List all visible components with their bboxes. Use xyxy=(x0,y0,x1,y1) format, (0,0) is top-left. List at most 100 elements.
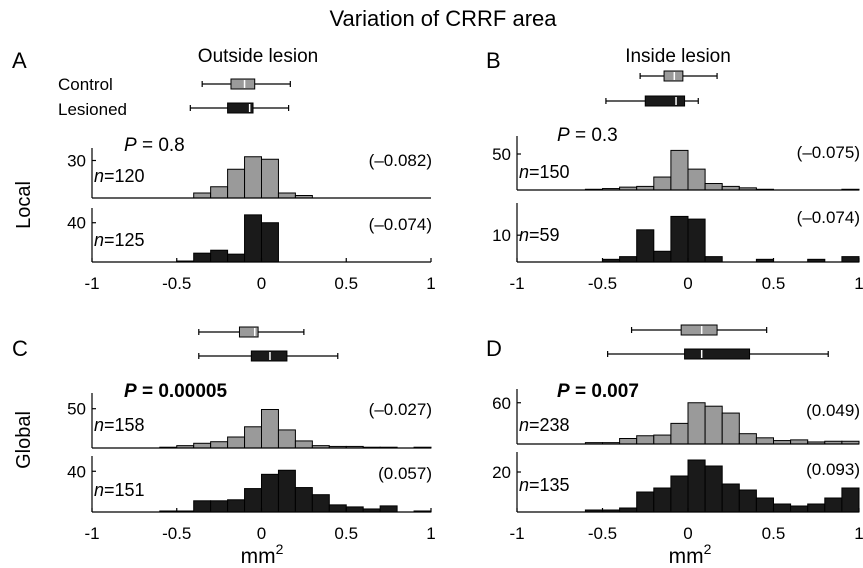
x-tick-label: 0.5 xyxy=(334,524,358,543)
histogram-bar xyxy=(227,168,246,199)
panel-title: Inside lesion xyxy=(625,46,731,67)
boxplot-box xyxy=(238,326,259,338)
x-tick-label: 1 xyxy=(854,274,863,293)
histogram-bar xyxy=(687,459,706,513)
histogram-bar xyxy=(687,168,706,191)
x-tick-label: 0 xyxy=(683,274,692,293)
histogram-bar xyxy=(210,441,229,449)
svg-text:mm2: mm2 xyxy=(241,541,284,568)
histogram-bar xyxy=(738,489,757,513)
p-value: P = 0.00005 xyxy=(124,381,227,402)
histogram-bar xyxy=(210,500,229,513)
boxplot-lesioned xyxy=(607,348,829,360)
y-tick-label: 40 xyxy=(67,214,86,233)
boxplot-box xyxy=(663,70,684,82)
x-tick-label: -0.5 xyxy=(162,524,191,543)
mean-label: (–0.074) xyxy=(797,208,860,227)
mean-label: (0.093) xyxy=(806,460,860,479)
x-tick-label: 0.5 xyxy=(334,274,358,293)
histogram-bar xyxy=(636,435,655,445)
histogram-bar xyxy=(311,494,330,513)
x-tick-label: -0.5 xyxy=(162,274,191,293)
histogram-bar xyxy=(670,475,689,513)
panel-D: D P = 0.007 60 n=238 (0.049) 20 n=135 (0.093) -1… xyxy=(486,324,863,543)
histogram-bar xyxy=(244,214,263,263)
histogram-bar xyxy=(687,218,706,263)
histogram-bar xyxy=(790,505,809,513)
panel-letter: B xyxy=(486,48,501,73)
boxplot-box xyxy=(227,102,254,114)
x-tick-label: 0.5 xyxy=(762,524,786,543)
y-tick-label: 10 xyxy=(492,226,511,245)
x-unit-label-right: mm2 xyxy=(669,541,712,568)
histogram-bar xyxy=(294,487,313,513)
histogram-bar xyxy=(670,215,689,263)
boxplot-lesioned xyxy=(605,95,699,107)
mean-label: (–0.074) xyxy=(369,215,432,234)
x-tick-label: 0.5 xyxy=(762,274,786,293)
histogram-lesioned: 20 n=135 (0.093) xyxy=(492,452,860,513)
histogram-bar xyxy=(277,429,296,449)
histogram-lesioned: 40 n=151 (0.057) xyxy=(67,456,432,513)
n-label: n=150 xyxy=(519,162,570,182)
y-tick-label: 50 xyxy=(67,400,86,419)
n-label: n=238 xyxy=(519,415,570,435)
y-tick-label: 30 xyxy=(67,152,86,171)
histogram-bar xyxy=(790,439,809,445)
histogram-bar xyxy=(653,176,672,191)
panel-letter: A xyxy=(12,48,27,73)
boxplot-lesioned xyxy=(189,102,290,114)
boxplot-control xyxy=(201,78,291,90)
histogram-bar xyxy=(653,250,672,263)
boxplot-control xyxy=(198,326,305,338)
histogram-bar xyxy=(294,440,313,449)
histogram-bar xyxy=(277,192,296,199)
x-tick-label: -0.5 xyxy=(588,524,617,543)
histogram-bar xyxy=(636,491,655,513)
histogram-lesioned: 40 n=125 (–0.074) xyxy=(67,208,432,263)
histogram-bar xyxy=(738,433,757,445)
histogram-bar xyxy=(210,249,229,263)
panel-title: Outside lesion xyxy=(198,46,318,67)
figure-title: Variation of CRRF area xyxy=(329,6,557,31)
histogram-bar xyxy=(807,503,826,513)
histogram-bar xyxy=(244,488,263,513)
n-label: n=135 xyxy=(519,475,570,495)
boxplot-box xyxy=(230,78,256,90)
x-tick-label: -1 xyxy=(84,274,99,293)
histogram-bar xyxy=(193,252,212,263)
histogram-bar xyxy=(670,149,689,191)
n-label: n=125 xyxy=(94,230,145,250)
panel-letter: C xyxy=(12,336,28,361)
row-label-global: Global xyxy=(13,411,35,469)
mean-label: (–0.027) xyxy=(369,400,432,419)
histogram-bar xyxy=(704,405,723,445)
histogram-bar xyxy=(261,409,279,449)
svg-text:Local: Local xyxy=(13,181,35,229)
boxplot-box xyxy=(250,350,288,362)
boxplot-lesioned xyxy=(198,350,339,362)
boxplot-box xyxy=(680,324,718,336)
n-label: n=120 xyxy=(94,166,145,186)
histogram-bar xyxy=(227,499,246,513)
histogram-control: 50 n=158 (–0.027) xyxy=(67,393,432,449)
y-tick-label: 50 xyxy=(492,145,511,164)
histogram-bar xyxy=(261,222,279,263)
n-label: n=59 xyxy=(519,225,560,245)
histogram-bar xyxy=(345,506,364,513)
svg-text:Global: Global xyxy=(13,411,35,469)
x-tick-label: -1 xyxy=(84,524,99,543)
histogram-bar xyxy=(261,158,279,199)
histogram-bar xyxy=(227,253,246,263)
histogram-bar xyxy=(653,434,672,445)
boxplot-control xyxy=(639,70,718,82)
mean-label: (0.049) xyxy=(806,401,860,420)
mean-label: (–0.082) xyxy=(369,151,432,170)
x-tick-label: 0 xyxy=(683,524,692,543)
histogram-bar xyxy=(721,483,740,513)
histogram-control: 50 n=150 (–0.075) xyxy=(492,136,860,191)
histogram-bar xyxy=(261,473,279,513)
y-tick-label: 60 xyxy=(492,394,511,413)
